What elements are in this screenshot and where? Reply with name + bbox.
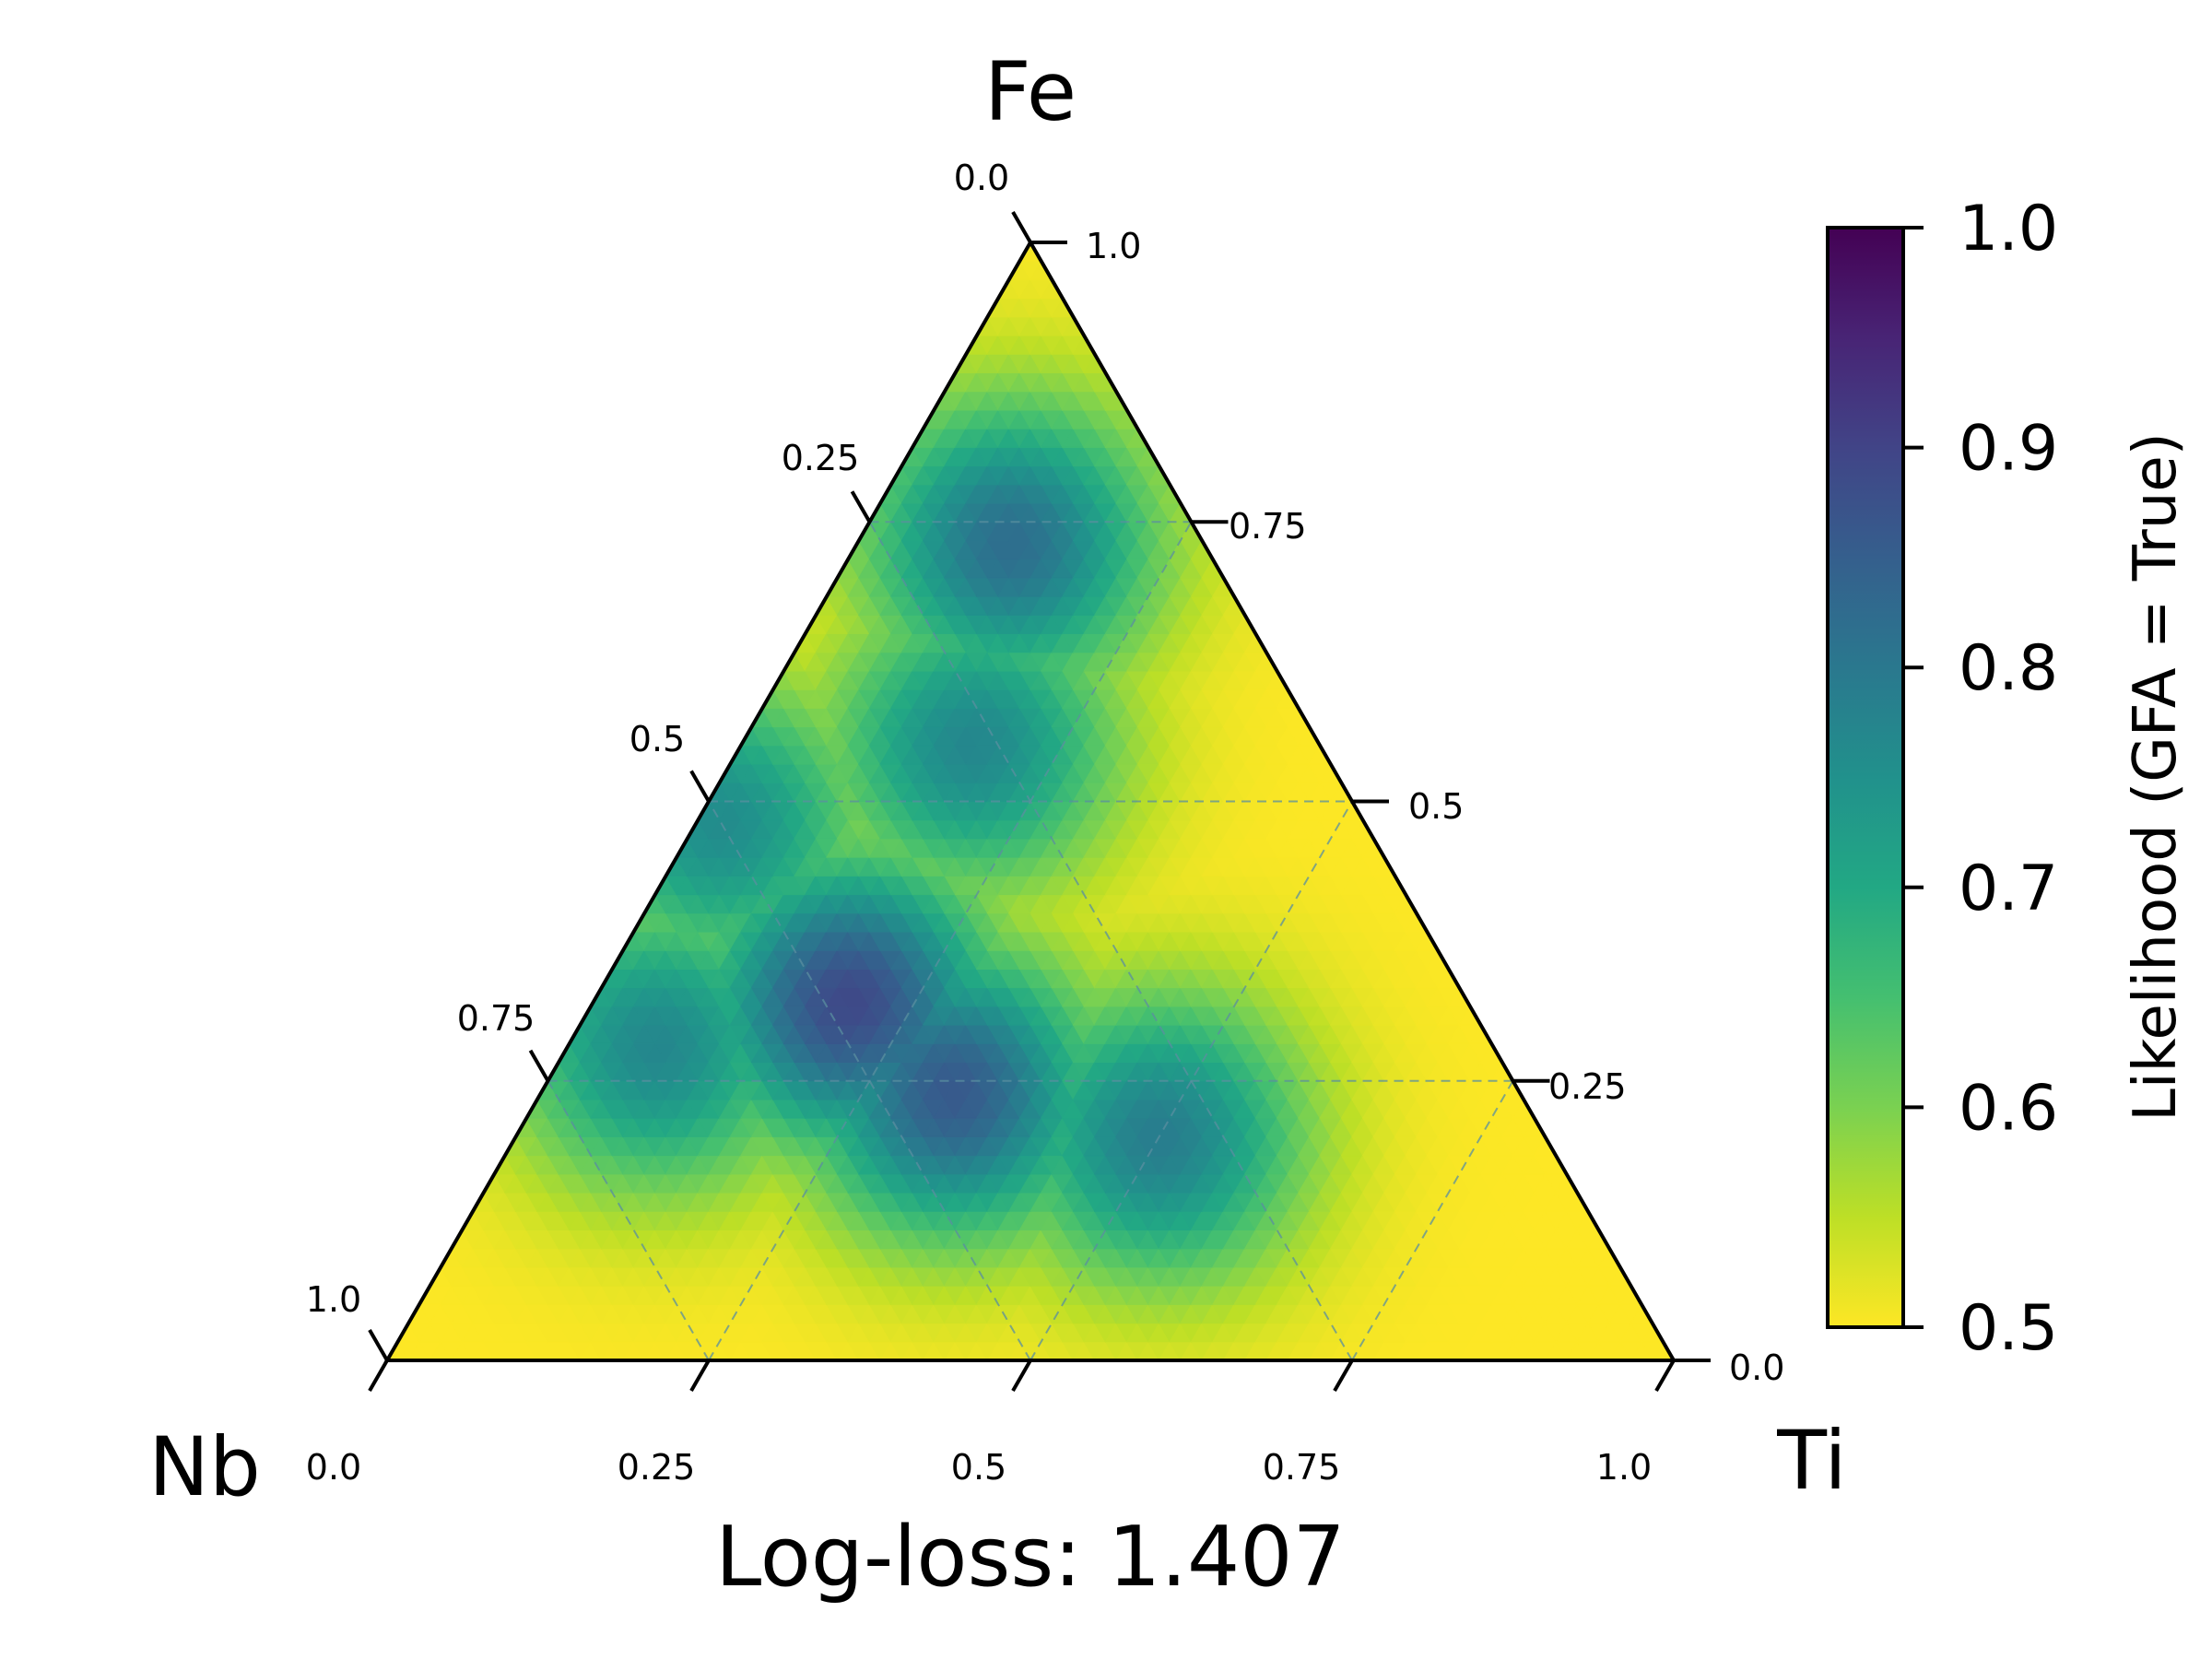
left-tick-label-2: 0.5: [629, 719, 685, 759]
colorbar-ticks: 0.5 0.6 0.7 0.8 0.9 1.0: [1903, 193, 2058, 1365]
left-tick-label-1: 0.25: [782, 438, 860, 478]
tick-mark: [368, 1359, 389, 1392]
colorbar-tick-label: 0.6: [1959, 1072, 2058, 1145]
tick-mark: [689, 770, 711, 803]
bottom-tick-label-2: 0.5: [951, 1447, 1006, 1488]
right-tick-label-3: 0.25: [1548, 1066, 1627, 1107]
vertex-label-ti: Ti: [1776, 1413, 1847, 1508]
tick-mark: [850, 490, 872, 524]
left-tick-label-4: 1.0: [306, 1279, 361, 1320]
right-tick-label-4: 0.0: [1729, 1347, 1784, 1388]
bottom-tick-label-1: 0.25: [618, 1447, 696, 1488]
tick-mark: [368, 1329, 389, 1361]
right-tick-label-2: 0.5: [1408, 786, 1464, 827]
tick-mark: [528, 1049, 550, 1082]
colorbar-tick-label: 0.9: [1959, 413, 2058, 486]
colorbar-tick-label: 0.8: [1959, 632, 2058, 705]
colorbar-tick-label: 0.7: [1959, 853, 2058, 925]
right-tick-label-1: 0.75: [1229, 506, 1307, 547]
tick-mark: [689, 1359, 711, 1392]
tick-mark: [1011, 211, 1032, 243]
log-loss-label: Log-loss: 1.407: [715, 1509, 1346, 1606]
bottom-tick-label-0: 0.0: [306, 1447, 361, 1488]
colorbar-tick-label: 1.0: [1959, 193, 2058, 265]
vertex-label-nb: Nb: [148, 1419, 261, 1514]
colorbar-gradient: [1826, 226, 1905, 1329]
left-tick-label-0: 0.0: [954, 158, 1009, 198]
bottom-tick-label-4: 1.0: [1596, 1447, 1652, 1488]
ternary-heatmap: [387, 242, 1674, 1360]
tick-mark: [1654, 1359, 1676, 1392]
colorbar: 0.5 0.6 0.7 0.8 0.9 1.0 Likelihood (GFA = Tru…: [1826, 193, 2190, 1365]
colorbar-tick-label: 0.5: [1959, 1292, 2058, 1365]
colorbar-label: Likelihood (GFA = True): [2122, 432, 2190, 1122]
bottom-axis-tick-labels: 0.0 0.25 0.5 0.75 1.0: [306, 1447, 1652, 1488]
vertex-label-fe: Fe: [984, 44, 1077, 139]
tick-mark: [1333, 1359, 1354, 1392]
bottom-tick-label-3: 0.75: [1263, 1447, 1341, 1488]
right-tick-label-0: 1.0: [1086, 226, 1141, 266]
left-tick-label-3: 0.75: [457, 998, 535, 1039]
tick-mark: [1011, 1359, 1032, 1392]
